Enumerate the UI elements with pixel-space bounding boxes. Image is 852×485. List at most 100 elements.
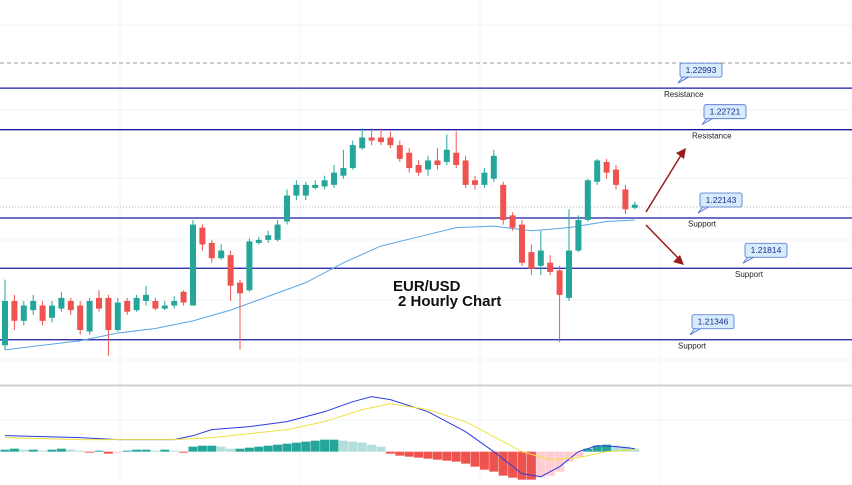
histogram-bar <box>620 446 630 452</box>
candle-body <box>509 215 516 228</box>
histogram-bar <box>9 448 19 452</box>
candle-body <box>105 297 112 330</box>
candle-body <box>631 204 638 208</box>
candle-body <box>265 235 272 240</box>
candle-body <box>575 220 582 251</box>
level-label-box <box>691 314 735 330</box>
candle-body <box>443 149 450 162</box>
candle-body <box>152 300 159 309</box>
candle-body <box>96 297 102 309</box>
histogram-bar <box>583 448 593 452</box>
candle-body <box>274 224 281 240</box>
candle-body <box>143 294 149 301</box>
histogram-bar <box>461 451 471 464</box>
candle-body <box>77 305 84 330</box>
histogram-bar <box>536 451 546 478</box>
candle-body <box>359 137 366 149</box>
candle-body <box>237 282 243 294</box>
histogram-bar <box>85 451 95 453</box>
candle-body <box>180 291 187 303</box>
histogram-bar <box>66 449 76 452</box>
candle-body <box>340 168 347 176</box>
level-note: Support <box>735 270 764 279</box>
candle-body <box>49 305 55 318</box>
histogram-bar <box>132 449 142 452</box>
histogram-bar <box>38 450 48 452</box>
candle-body <box>171 300 178 306</box>
level-label: 1.22143 <box>706 195 737 205</box>
histogram-bar <box>0 449 10 452</box>
candle-body <box>11 300 18 321</box>
candle-body <box>547 262 554 272</box>
histogram-bar <box>244 447 254 452</box>
arrow-head <box>676 148 686 159</box>
candle-body <box>227 255 234 286</box>
candle-body <box>114 302 121 330</box>
level-label-box <box>744 242 788 258</box>
histogram-bar <box>226 448 236 452</box>
histogram-bar <box>404 451 414 457</box>
candle-body <box>20 305 27 321</box>
candle-body <box>584 180 591 220</box>
histogram-bar <box>47 449 57 452</box>
candle-body <box>566 250 572 298</box>
histogram-bar <box>169 450 179 452</box>
candle-body <box>331 172 337 185</box>
histogram-bar <box>489 451 499 472</box>
histogram-bar <box>376 446 386 452</box>
candle-body <box>218 250 225 259</box>
level-note: Resistance <box>664 90 704 99</box>
histogram-bar <box>385 451 395 454</box>
candle-body <box>472 180 478 185</box>
histogram-bar <box>517 451 527 480</box>
histogram-bar <box>235 448 245 452</box>
histogram-bar <box>592 445 602 452</box>
histogram-bar <box>395 451 405 456</box>
histogram-bar <box>254 446 264 452</box>
histogram-bar <box>301 441 311 452</box>
histogram-bar <box>188 446 198 452</box>
candle-body <box>396 145 403 159</box>
histogram-bar <box>179 451 189 453</box>
chart-title: EUR/USD <box>393 278 461 295</box>
histogram-bar <box>329 439 339 452</box>
level-note: Support <box>678 341 707 350</box>
histogram-bar <box>141 449 151 452</box>
histogram-bar <box>479 451 489 470</box>
candle-body <box>39 305 46 321</box>
level-label: 1.22721 <box>710 106 741 116</box>
candle-body <box>490 155 497 179</box>
level-label: 1.21346 <box>698 317 729 327</box>
histogram-bar <box>150 450 160 452</box>
candle-body <box>462 160 469 185</box>
candle-body <box>321 180 328 187</box>
candle-body <box>453 152 460 165</box>
candle-body <box>199 227 206 245</box>
candle-body <box>415 165 422 173</box>
candle-body <box>500 184 507 220</box>
marks: 1.22993 Resistance 1.22721 Resistance 1.2214… <box>0 62 852 480</box>
histogram-bar <box>602 444 612 452</box>
histogram-bar <box>216 446 226 452</box>
candle-body <box>255 239 262 243</box>
arrow-head <box>673 255 684 265</box>
candle-body <box>481 172 488 185</box>
histogram-bar <box>451 451 461 462</box>
histogram-bar <box>113 451 123 453</box>
histogram-bar <box>555 451 565 472</box>
moving-average <box>4 219 635 351</box>
histogram-bar <box>573 451 583 457</box>
candle-body <box>246 241 253 291</box>
candle-body <box>528 252 535 269</box>
candle-body <box>406 152 413 169</box>
candle-body <box>387 137 394 146</box>
macd-line <box>4 396 635 478</box>
candle-body <box>208 242 215 259</box>
candle-body <box>425 160 431 170</box>
histogram-bar <box>207 445 217 452</box>
candle-body <box>133 297 140 311</box>
candle-body <box>284 195 290 222</box>
